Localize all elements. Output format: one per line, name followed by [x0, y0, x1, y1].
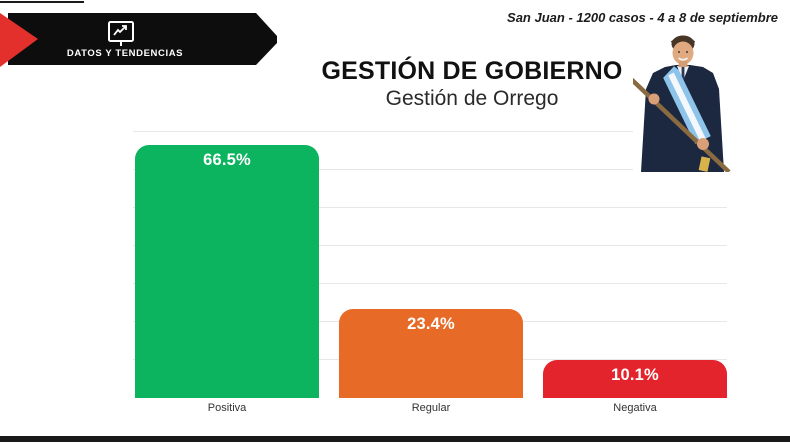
eye	[678, 51, 680, 53]
page-subtitle: Gestión de Orrego	[385, 87, 559, 110]
presentation-trend-chart-icon	[108, 21, 134, 46]
bar-value-label: 66.5%	[203, 151, 251, 170]
title-block: GESTIÓN DE GOBIERNO Gestión de Orrego	[272, 57, 672, 111]
gridline	[133, 283, 727, 284]
governor-illustration	[628, 35, 731, 174]
bar-regular: 23.4%	[339, 309, 523, 398]
bar-value-label: 23.4%	[407, 315, 455, 334]
tie	[681, 67, 685, 80]
face	[672, 41, 694, 65]
banner-ribbon-shape	[0, 13, 277, 67]
bar-negativa: 10.1%	[543, 359, 727, 398]
bar-positiva: 66.5%	[135, 145, 319, 398]
plot-area: 66.5% 23.4% 10.1%	[133, 131, 727, 398]
bottom-black-bar	[0, 436, 790, 442]
eye	[686, 51, 688, 53]
x-axis-labels: Positiva Regular Negativa	[133, 402, 727, 418]
sash-fringe	[698, 156, 711, 172]
gridline	[133, 169, 727, 170]
gridline	[133, 245, 727, 246]
survey-caption: San Juan - 1200 casos - 4 a 8 de septiem…	[507, 10, 778, 25]
banner-black-ribbon	[8, 13, 277, 65]
banner-red-chevron	[0, 13, 38, 67]
sash-white-stripe	[668, 72, 706, 142]
governor-photo	[628, 29, 745, 174]
bars-layer: 66.5% 23.4% 10.1%	[133, 132, 727, 398]
banner-label: DATOS Y TENDENCIAS	[66, 48, 184, 59]
gridline	[133, 131, 727, 132]
x-tick-negativa: Negativa	[613, 402, 657, 414]
neck	[678, 61, 688, 67]
right-hand	[697, 138, 709, 150]
smile	[678, 57, 688, 61]
hair-top	[670, 37, 696, 45]
left-hand	[648, 93, 660, 105]
top-edge-line	[0, 1, 84, 3]
x-tick-positiva: Positiva	[207, 402, 247, 414]
page-title: GESTIÓN DE GOBIERNO	[321, 57, 623, 85]
x-tick-regular: Regular	[411, 402, 451, 414]
gridline	[133, 207, 727, 208]
bar-value-label: 10.1%	[611, 365, 659, 384]
command-staff	[628, 76, 731, 174]
brand-banner: DATOS Y TENDENCIAS	[0, 10, 290, 68]
